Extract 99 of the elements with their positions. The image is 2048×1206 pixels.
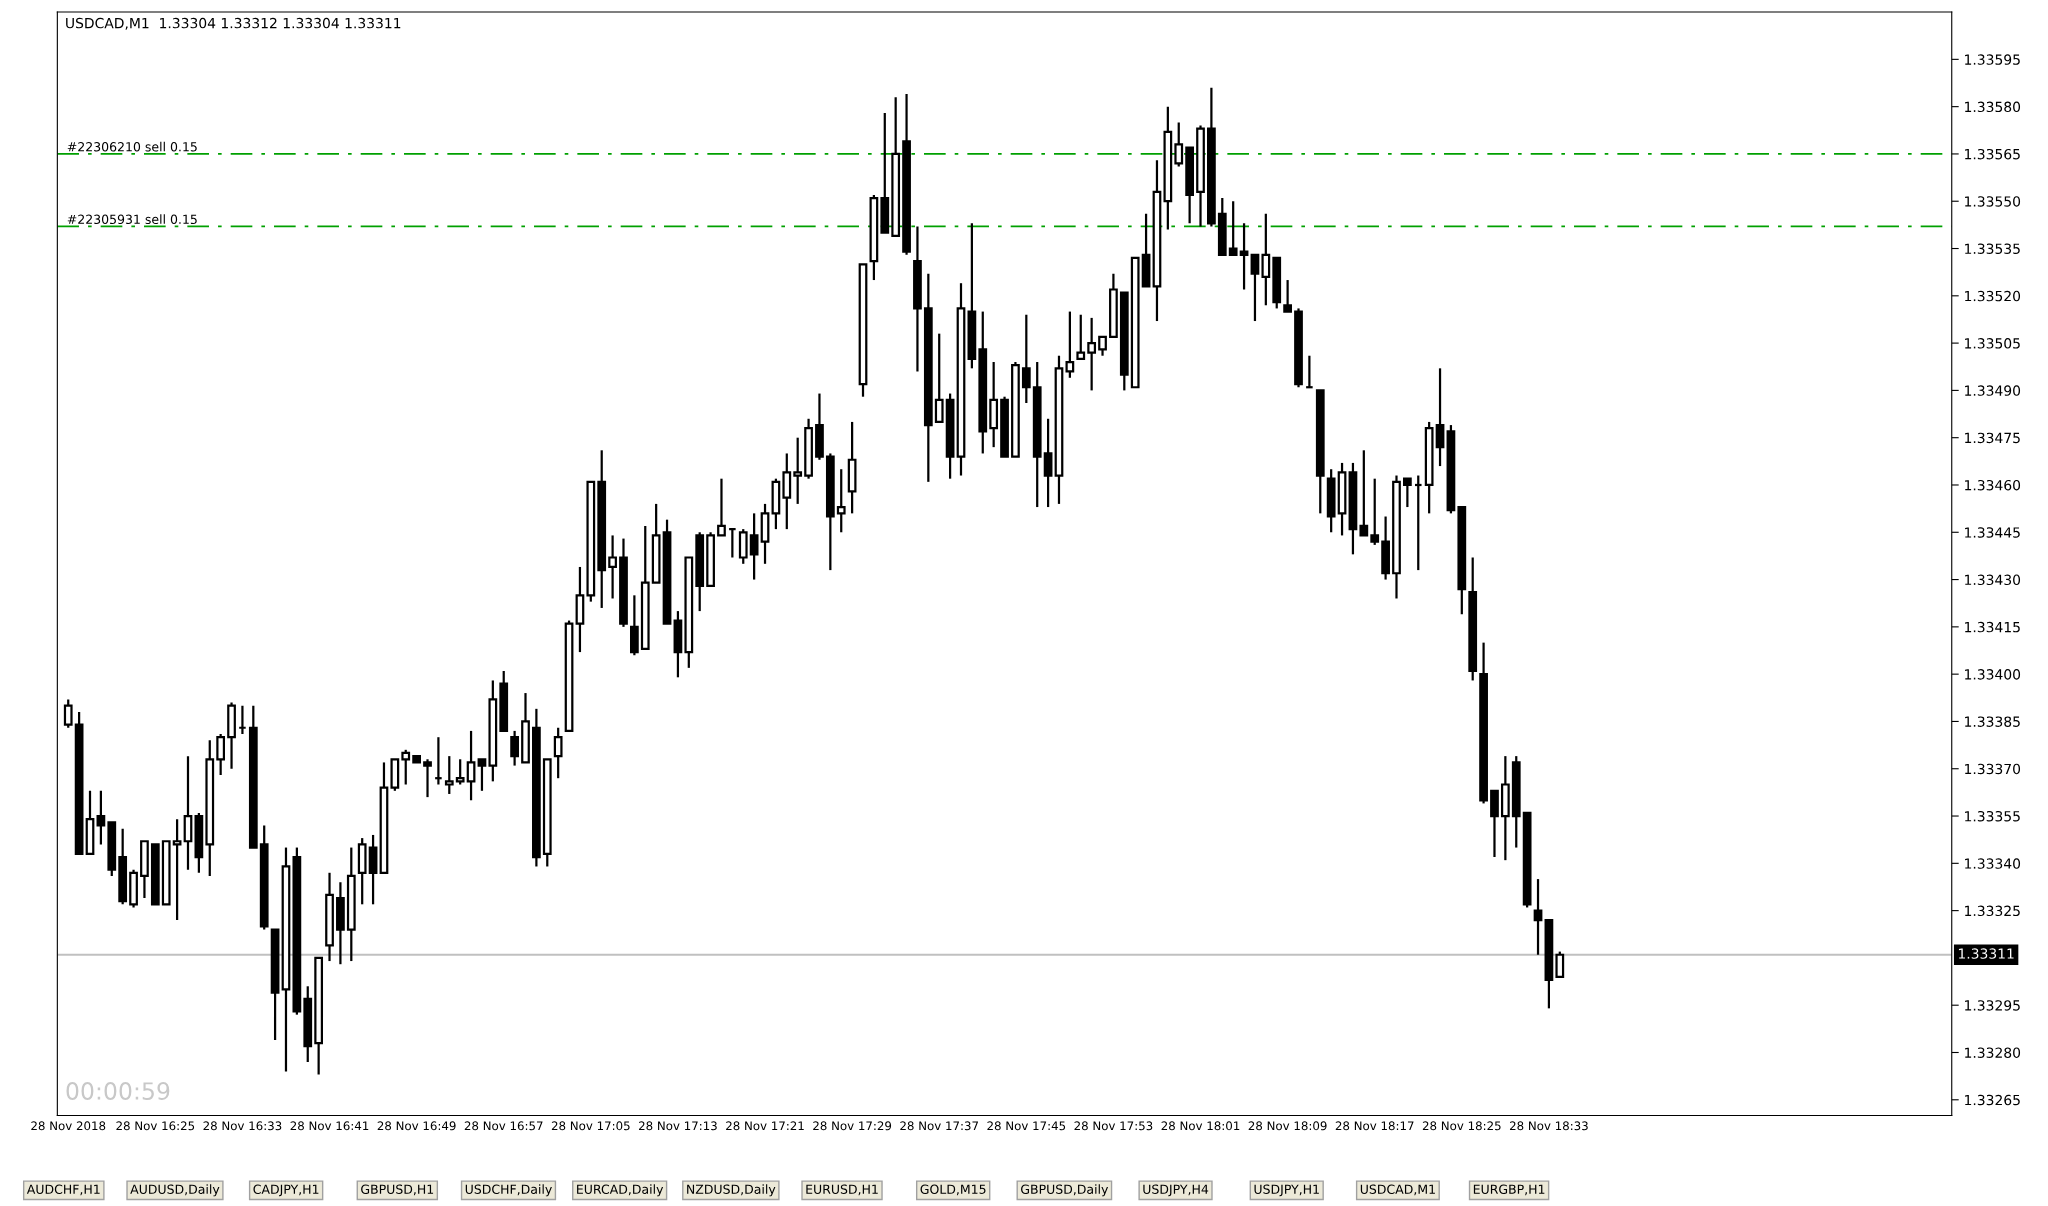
x-tick-label: 28 Nov 17:05 xyxy=(551,1121,630,1131)
candlestick xyxy=(1261,212,1271,307)
y-tick-label: 1.33340 xyxy=(1965,858,2021,869)
candlestick xyxy=(1250,253,1260,323)
x-tick-label: 28 Nov 17:13 xyxy=(638,1121,717,1131)
x-tick-label: 28 Nov 17:37 xyxy=(900,1121,978,1131)
x-tick-label: 28 Nov 18:33 xyxy=(1509,1121,1588,1131)
candlestick xyxy=(216,732,226,777)
candlestick xyxy=(793,436,803,506)
text: USDCHF,Daily xyxy=(465,1184,552,1197)
x-tick-label: 28 Nov 18:25 xyxy=(1422,1121,1501,1131)
x-tick-label: 28 Nov 16:41 xyxy=(290,1121,369,1131)
candlestick xyxy=(444,755,454,796)
candlestick xyxy=(1228,200,1238,256)
y-tick-label: 1.33295 xyxy=(1965,1000,2020,1011)
x-tick-label: 28 Nov 17:45 xyxy=(987,1121,1066,1131)
x-tick-label: 28 Nov 16:33 xyxy=(203,1121,282,1131)
y-tick-label: 1.33385 xyxy=(1965,716,2020,727)
x-tick-label: 28 Nov 18:17 xyxy=(1335,1121,1414,1131)
y-tick-label: 1.33415 xyxy=(1965,621,2020,633)
candlestick xyxy=(1076,313,1086,360)
y-tick-label: 1.33475 xyxy=(1965,432,2020,444)
x-tick-label: 28 Nov 16:49 xyxy=(377,1121,456,1131)
y-tick-label: 1.33580 xyxy=(1965,101,2021,113)
candlestick xyxy=(717,477,726,537)
candlestick xyxy=(455,758,465,786)
candlestick xyxy=(96,789,106,846)
y-tick-label: 1.33400 xyxy=(1965,669,2021,680)
candlestick xyxy=(1435,367,1445,468)
x-tick-label: 28 Nov 2018 xyxy=(31,1121,106,1131)
ref-line-label: #22305931 sell 0.15 xyxy=(67,214,197,225)
candlestick xyxy=(1021,313,1031,405)
candlestick xyxy=(1370,477,1380,546)
text: GBPUSD,Daily xyxy=(1021,1184,1109,1197)
text: EURUSD,H1 xyxy=(806,1184,878,1196)
y-tick-label: 1.33550 xyxy=(1965,196,2021,207)
candlestick xyxy=(510,729,519,767)
x-tick-label: 28 Nov 16:25 xyxy=(116,1121,195,1131)
y-tick-label: 1.33445 xyxy=(1965,527,2020,538)
y-tick-label: 1.33595 xyxy=(1965,54,2020,65)
x-tick-label: 28 Nov 17:21 xyxy=(726,1121,804,1131)
candlestick xyxy=(1174,121,1184,168)
ref-line-label: 1.33311 xyxy=(1958,948,2014,959)
y-tick-label: 1.33460 xyxy=(1965,479,2021,491)
candlestick xyxy=(1403,477,1412,509)
text: NZDUSD,Daily xyxy=(687,1184,776,1197)
candlestick xyxy=(1533,877,1543,956)
candlestick xyxy=(1305,354,1314,389)
candlestick xyxy=(836,468,846,534)
text: CADJPY,H1 xyxy=(253,1184,319,1197)
text: AUDUSD,Daily xyxy=(130,1184,220,1197)
text: GBPUSD,H1 xyxy=(361,1184,434,1196)
candlestick xyxy=(172,818,182,922)
candlestick xyxy=(1065,310,1075,379)
candlestick xyxy=(423,758,432,799)
candlestick xyxy=(1043,417,1053,509)
text: GOLD,M15 xyxy=(920,1184,986,1196)
text: USDJPY,H4 xyxy=(1143,1184,1209,1197)
text: EURGBP,H1 xyxy=(1473,1184,1545,1196)
y-tick-label: 1.33565 xyxy=(1965,148,2020,160)
y-tick-label: 1.33370 xyxy=(1965,763,2021,775)
y-tick-label: 1.33520 xyxy=(1965,290,2021,302)
candlestick xyxy=(434,736,443,786)
candlestick xyxy=(1413,474,1423,572)
y-tick-label: 1.33490 xyxy=(1965,385,2021,396)
chart-title: USDCAD,M1 1.33304 1.33312 1.33304 1.33311 xyxy=(66,17,401,30)
x-tick-label: 28 Nov 18:01 xyxy=(1161,1121,1240,1131)
y-tick-label: 1.33535 xyxy=(1965,243,2020,254)
x-tick-label: 28 Nov 17:53 xyxy=(1074,1121,1153,1131)
candlestick xyxy=(477,758,487,792)
candlestick xyxy=(1283,278,1292,313)
y-tick-label: 1.33325 xyxy=(1965,905,2020,917)
candlestick xyxy=(1087,316,1097,392)
x-tick-label: 28 Nov 18:09 xyxy=(1248,1121,1327,1131)
candlestick xyxy=(466,729,476,802)
text: EURCAD,Daily xyxy=(577,1184,664,1197)
y-tick-label: 1.33355 xyxy=(1965,811,2020,822)
ref-line-label: #22306210 sell 0.15 xyxy=(67,141,197,152)
x-tick-label: 28 Nov 16:57 xyxy=(464,1121,543,1131)
candlestick xyxy=(63,698,73,729)
text: AUDCHF,H1 xyxy=(26,1184,100,1196)
candlestick xyxy=(401,748,411,786)
candlestick xyxy=(727,528,737,559)
x-tick-label: 28 Nov 17:29 xyxy=(813,1121,892,1131)
candlestick xyxy=(238,704,247,736)
candlestick xyxy=(749,512,759,581)
text: USDJPY,H1 xyxy=(1254,1184,1319,1197)
y-tick-label: 1.33505 xyxy=(1965,338,2020,349)
y-tick-label: 1.33265 xyxy=(1965,1094,2020,1106)
candlestick xyxy=(608,534,617,600)
y-tick-label: 1.33280 xyxy=(1965,1047,2021,1058)
candlestick xyxy=(1098,335,1107,357)
candlestick xyxy=(553,726,563,780)
y-tick-label: 1.33430 xyxy=(1965,574,2021,586)
candlestick xyxy=(1239,222,1249,291)
candlestick xyxy=(1555,950,1565,978)
candlestick xyxy=(1359,449,1369,537)
text: USDCAD,M1 xyxy=(1360,1184,1435,1196)
candlestick xyxy=(934,332,944,424)
